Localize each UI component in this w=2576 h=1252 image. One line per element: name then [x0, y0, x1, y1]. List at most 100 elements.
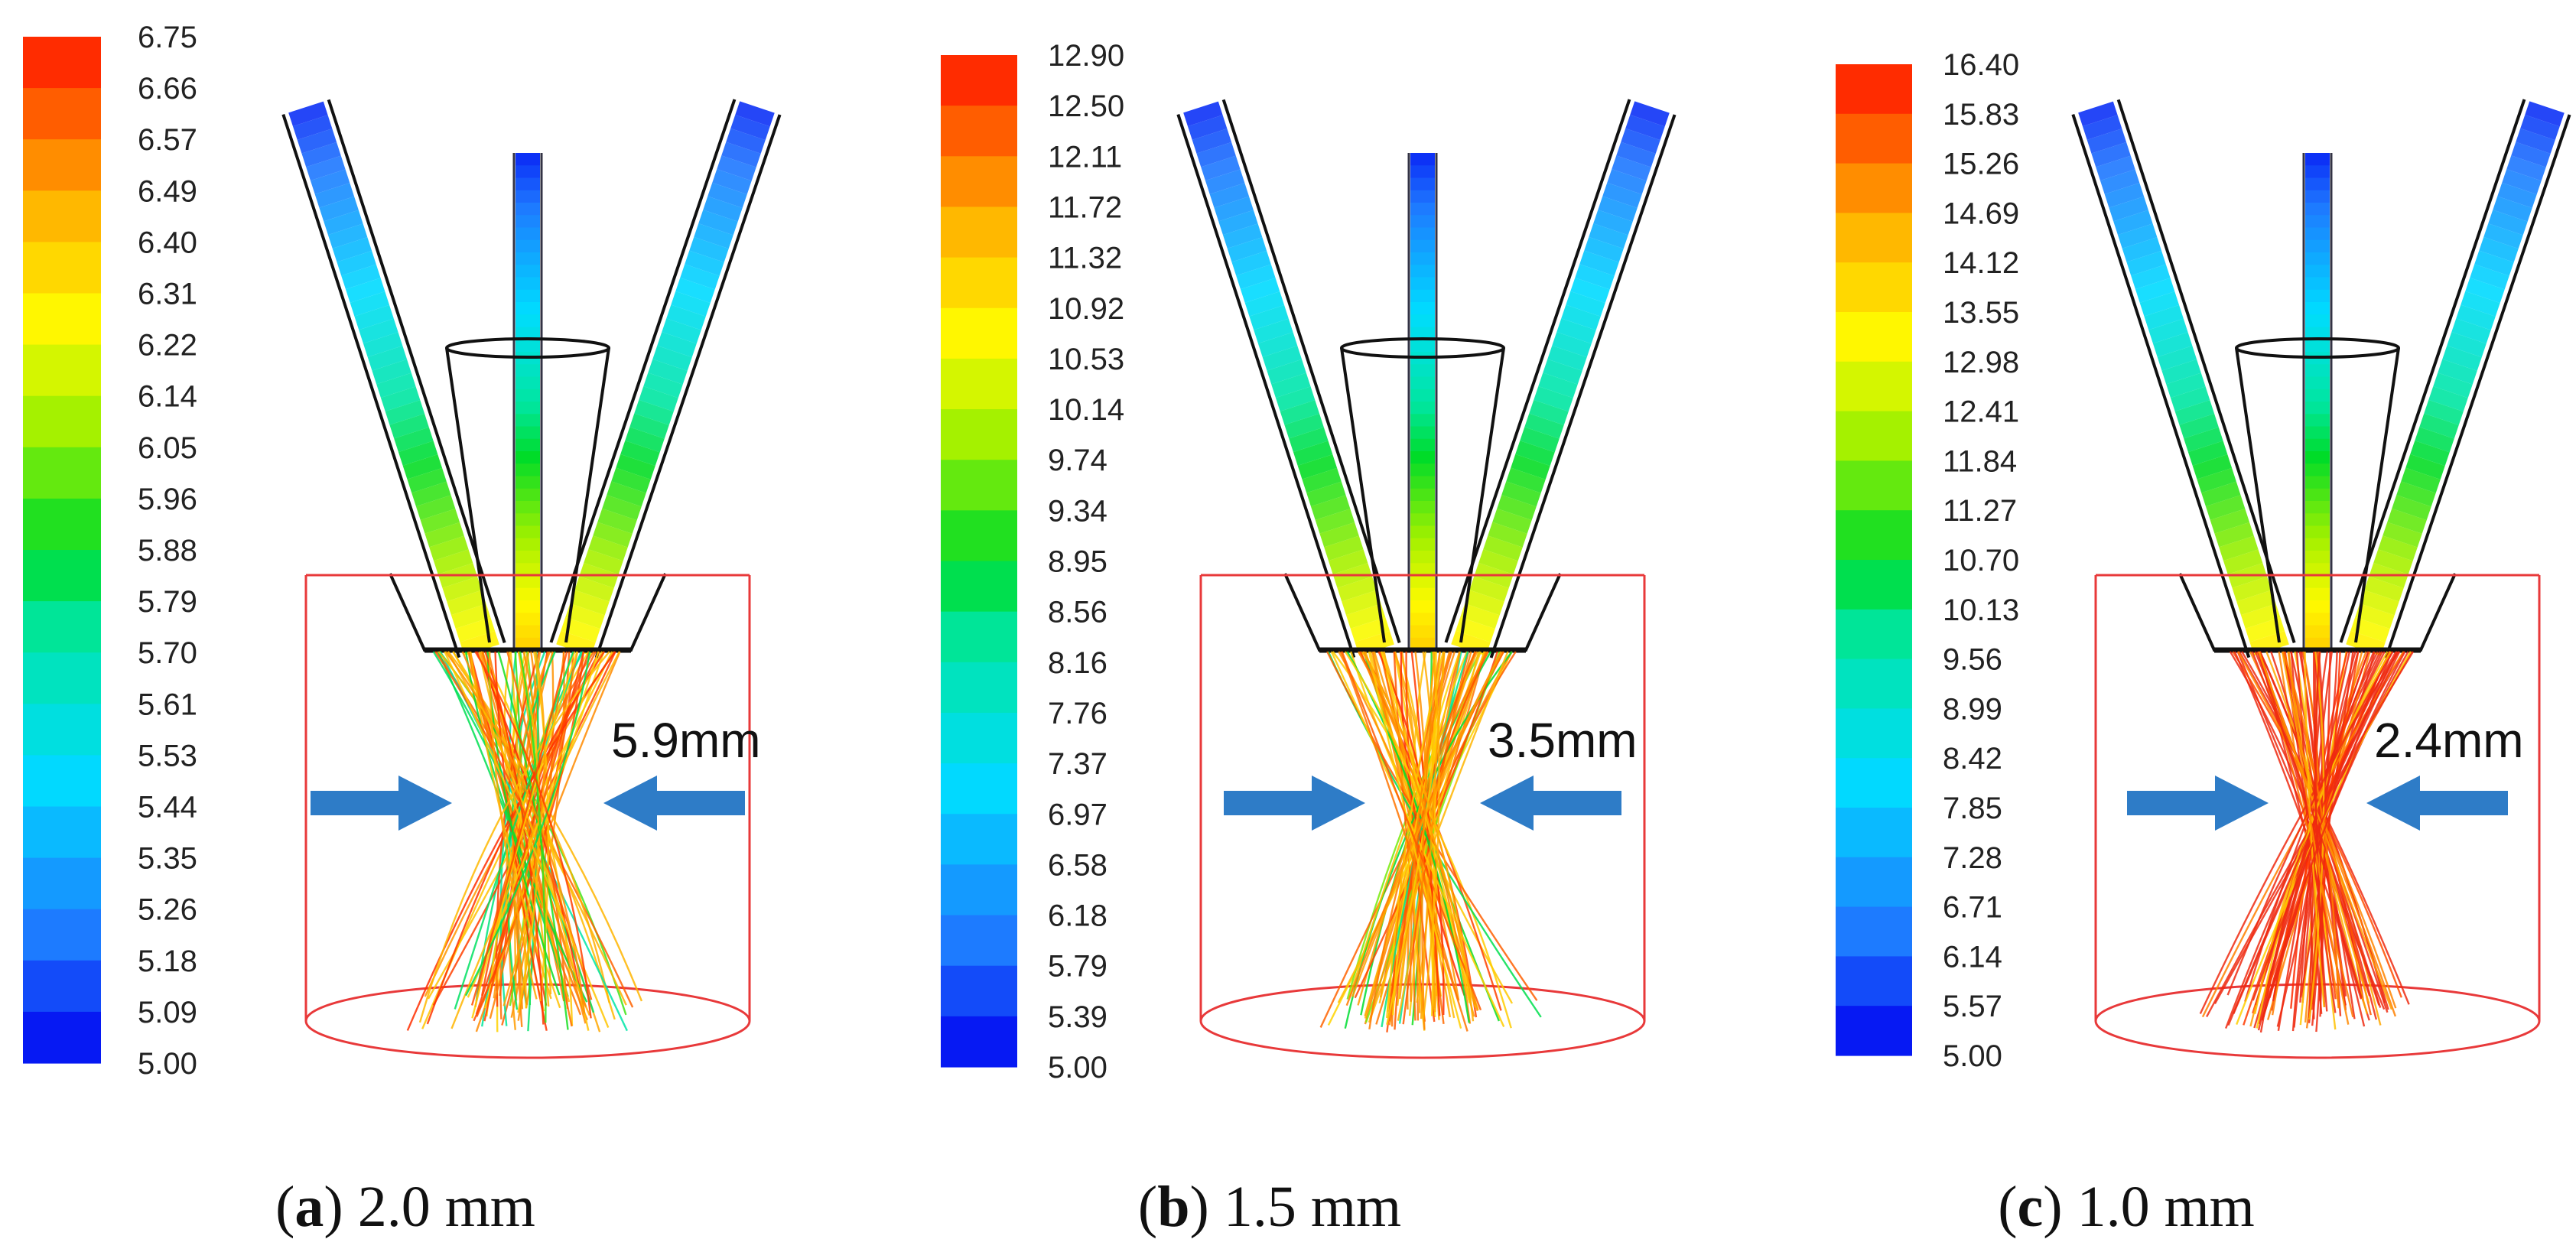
panel-c-center-tube-flow	[2305, 252, 2330, 266]
panel-b-colorbar-tick: 8.56	[1048, 596, 1107, 629]
panel-b-right-tube-flow	[1520, 427, 1560, 453]
panel-b-left-tube-flow	[1342, 590, 1381, 616]
panel-a-left-tube-flow	[292, 115, 333, 140]
panel-b-right-tube-flow	[1607, 169, 1647, 195]
panel-c-colorbar-tick: 10.13	[1943, 593, 2019, 627]
panel-c-left-tube-flow	[2166, 372, 2206, 398]
panel-b-center-tube-flow	[1410, 252, 1435, 266]
panel-a-left-tube-flow	[288, 101, 328, 127]
panel-b-center-tube-flow	[1410, 438, 1435, 452]
panel-a-colorbar-tick: 6.05	[138, 431, 197, 465]
panel-a-right-arrow	[603, 776, 745, 831]
panel-b-powder-stream-line	[1422, 651, 1440, 1019]
panel-b-center-tube-flow	[1410, 426, 1435, 440]
panel-c-center-tube-flow	[2305, 190, 2330, 203]
panel-a-colorbar-tick: 5.96	[138, 483, 197, 516]
panel-a-center-tube-flow	[516, 339, 540, 353]
panel-c-left-tube-flow	[2104, 183, 2145, 208]
panel-a-powder-stream-line	[470, 651, 568, 1006]
panel-c-colorbar-tick: 10.70	[1943, 544, 2019, 577]
panel-a-center-tube-flow	[516, 376, 540, 390]
panel-b-powder-stream-line	[1326, 651, 1538, 1001]
panel-b-colorbar-tick: 12.50	[1048, 89, 1124, 123]
panel-b-powder-stream-line	[1340, 651, 1469, 1032]
panel-b-colorbar-tick: 10.53	[1048, 343, 1124, 376]
panel-a-left-tube-flow	[301, 141, 341, 167]
panel-b-waist-measurement: 3.5mm	[1488, 713, 1638, 768]
panel-c-right-tube-flow	[2502, 169, 2542, 195]
panel-a-colorbar-segment	[23, 704, 101, 756]
panel-a-left-tube-flow	[450, 603, 491, 629]
panel-b-right-tube-flow	[1547, 345, 1587, 371]
panel-b-right-tube-flow	[1492, 508, 1532, 534]
panel-c-left-tube-flow	[2210, 509, 2250, 534]
panel-c-colorbar-tick: 5.57	[1943, 990, 2002, 1023]
panel-b-right-tube-flow	[1566, 291, 1605, 317]
panel-c-right-tube-flow	[2465, 278, 2505, 304]
panel-c-powder-stream-line	[2314, 651, 2328, 1012]
panel-b-right-tube-flow	[1621, 128, 1660, 154]
panel-c-colorbar-segment	[1836, 64, 1912, 115]
panel-a-center-tube-flow	[516, 575, 540, 589]
panel-a-center-tube-flow	[516, 203, 540, 216]
panel-b-right-tube-flow	[1579, 250, 1619, 276]
panel-b-right-tube-wall	[1444, 99, 1631, 643]
panel-c-caption-letter: c	[2017, 1175, 2044, 1239]
panel-b-left-tube-flow	[1222, 223, 1263, 249]
panel-c-colorbar-tick: 12.98	[1943, 346, 2019, 379]
panel-c-right-tube-flow	[2387, 508, 2427, 534]
panel-c-right-tube-flow	[2442, 345, 2482, 371]
panel-a-left-tube-flow	[447, 590, 486, 616]
panel-a-center-tube-flow	[516, 402, 540, 415]
panel-a-colorbar-tick: 5.61	[138, 688, 197, 721]
panel-b-right-tube-flow	[1602, 182, 1642, 208]
panel-c-colorbar-segment	[1836, 708, 1912, 759]
panel-b-left-tube-flow	[1244, 291, 1285, 317]
panel-b-center-tube-flow	[1410, 563, 1435, 577]
panel-a-colorbar: 6.75 6.66 6.57 6.49 6.40 6.31 6.22 6.14 6.05 5.96…	[23, 21, 197, 1081]
panel-b-colorbar-segment	[941, 510, 1017, 562]
panel-b-inner-cone-side	[1459, 347, 1505, 643]
panel-a-center-tube-flow	[516, 538, 540, 551]
panel-b-colorbar-tick: 11.72	[1048, 190, 1122, 224]
panel-b-center-tube-flow	[1410, 215, 1435, 229]
panel-b-left-tube-flow	[1289, 427, 1329, 453]
panel-b-left-tube-flow	[1337, 576, 1377, 602]
panel-c-right-tube-flow	[2410, 441, 2450, 467]
panel-a-colorbar-segment	[23, 857, 101, 910]
panel-a-center-tube-flow	[516, 153, 540, 167]
panel-a-left-tube-flow	[380, 386, 421, 411]
panel-a-left-tube-flow	[376, 372, 416, 398]
panel-b-right-tube-flow	[1511, 454, 1550, 480]
panel-c-colorbar-tick: 15.83	[1943, 98, 2019, 132]
panel-a-colorbar-segment	[23, 344, 101, 397]
panel-c-right-tube-flow	[2474, 250, 2514, 276]
panel-a-colorbar-tick: 5.88	[138, 534, 197, 567]
panel-c-right-tube-flow	[2447, 332, 2487, 358]
panel-c-left-tube-flow	[2192, 454, 2233, 480]
panel-c-right-tube-flow	[2364, 576, 2404, 602]
panel-a-left-tube-flow	[394, 427, 434, 453]
panel-b-left-tube-flow	[1218, 210, 1258, 236]
panel-b-colorbar-segment	[941, 814, 1017, 865]
panel-a-colorbar-segment	[23, 652, 101, 704]
panel-c-left-tube-wall	[2071, 113, 2251, 659]
panel-c-left-tube-flow	[2219, 535, 2259, 561]
panel-c-colorbar-segment	[1836, 758, 1912, 808]
panel-c-right-tube-flow	[2355, 603, 2395, 629]
panel-a-center-tube-flow	[516, 389, 540, 402]
panel-b-powder-stream	[1319, 651, 1542, 1032]
panel-a-right-tube-flow	[607, 481, 646, 507]
panel-b-colorbar-tick: 5.79	[1048, 950, 1107, 984]
panel-b-colorbar-segment	[941, 965, 1017, 1017]
panel-b-colorbar-tick: 8.16	[1048, 646, 1107, 680]
panel-b-center-tube-flow	[1410, 289, 1435, 303]
panel-b-left-tube-flow	[1183, 101, 1223, 127]
panel-b-right-tube-flow	[1630, 101, 1670, 127]
panel-a-center-tube-flow	[516, 277, 540, 291]
panel-b-left-tube-flow	[1350, 617, 1390, 642]
panel-a-left-tube-flow	[350, 291, 390, 317]
panel-c-colorbar-segment	[1836, 113, 1912, 164]
panel-b-diagram: 12.90 12.50 12.11 11.72 11.32 10.92 10.53 10.14…	[941, 39, 1677, 1085]
panel-b-left-tube-flow	[1209, 183, 1250, 208]
